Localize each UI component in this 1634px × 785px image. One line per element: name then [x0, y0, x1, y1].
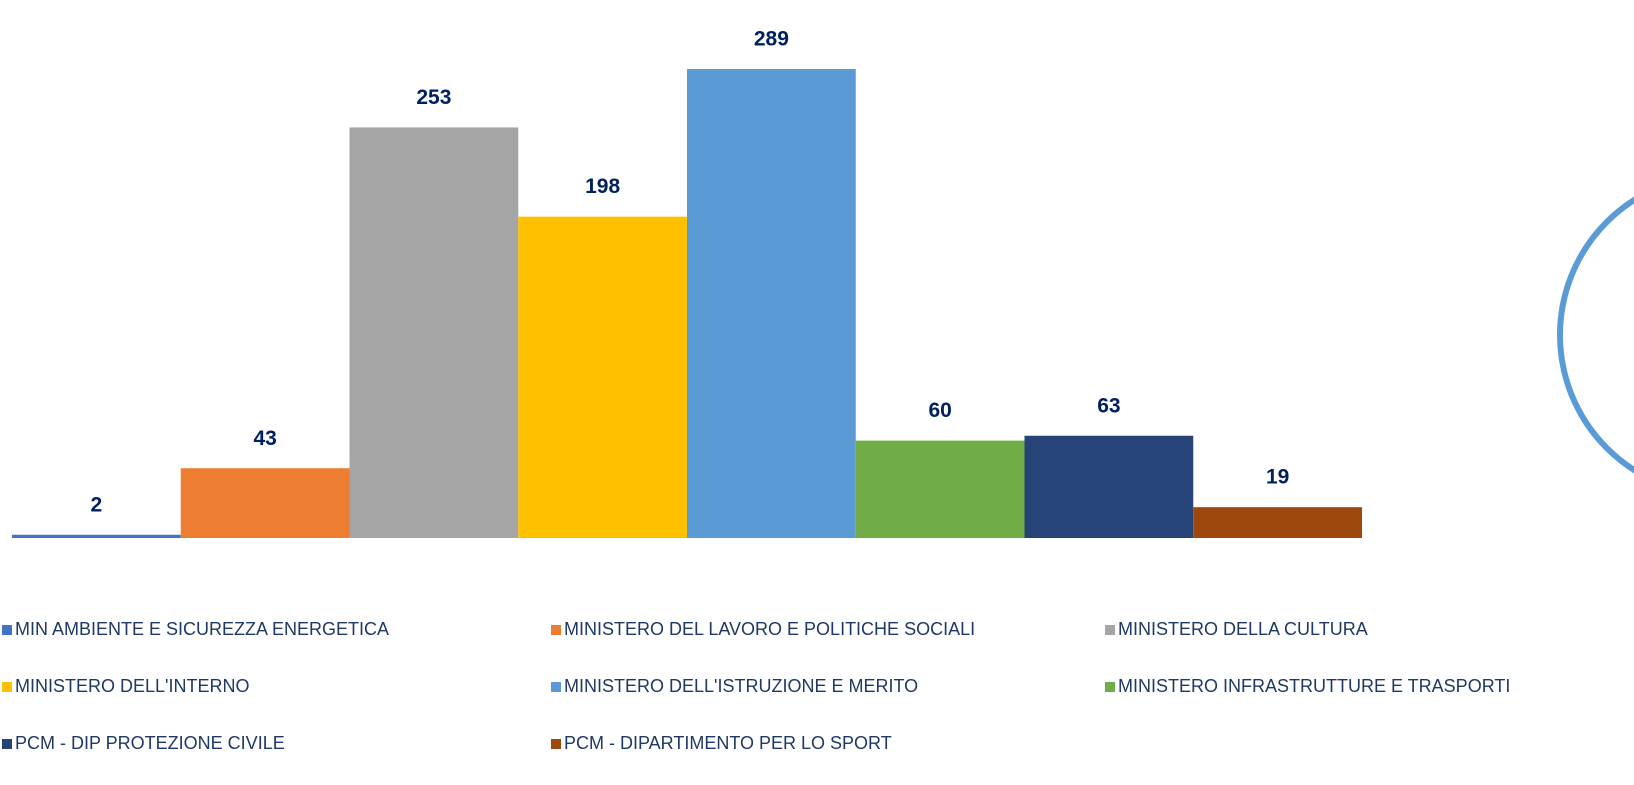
- legend-swatch: [2, 682, 12, 692]
- legend-swatch: [551, 625, 561, 635]
- value-label: 253: [416, 86, 451, 109]
- value-label: 19: [1266, 466, 1289, 489]
- legend-label: PCM - DIPARTIMENTO PER LO SPORT: [564, 733, 892, 753]
- bar: [518, 216, 687, 538]
- bar: [1024, 435, 1194, 538]
- legend-label: MINISTERO DEL LAVORO E POLITICHE SOCIALI: [564, 619, 975, 639]
- legend-label: MINISTERO INFRASTRUTTURE E TRASPORTI: [1118, 676, 1510, 696]
- legend-swatch: [1105, 682, 1115, 692]
- bar: [349, 127, 519, 538]
- bar: [855, 440, 1025, 538]
- legend-swatch: [2, 625, 12, 635]
- bar: [687, 69, 856, 538]
- value-label: 289: [754, 28, 789, 51]
- legend-swatch: [551, 682, 561, 692]
- value-label: 60: [928, 399, 951, 422]
- legend-label: MINISTERO DELL'ISTRUZIONE E MERITO: [564, 676, 918, 696]
- legend-label: MIN AMBIENTE E SICUREZZA ENERGETICA: [15, 619, 389, 639]
- value-label: 43: [253, 427, 276, 450]
- legend-swatch: [2, 739, 12, 749]
- legend-swatch: [1105, 625, 1115, 635]
- decor-circle: [1557, 196, 1634, 474]
- legend-label: MINISTERO DELLA CULTURA: [1118, 619, 1368, 639]
- legend-label: PCM - DIP PROTEZIONE CIVILE: [15, 733, 285, 753]
- value-label: 198: [585, 175, 620, 198]
- bar: [1193, 507, 1362, 538]
- value-label: 63: [1097, 394, 1120, 417]
- bar: [180, 468, 350, 538]
- bar: [12, 534, 181, 538]
- legend-label: MINISTERO DELL'INTERNO: [15, 676, 249, 696]
- value-label: 2: [91, 493, 103, 516]
- legend-swatch: [551, 739, 561, 749]
